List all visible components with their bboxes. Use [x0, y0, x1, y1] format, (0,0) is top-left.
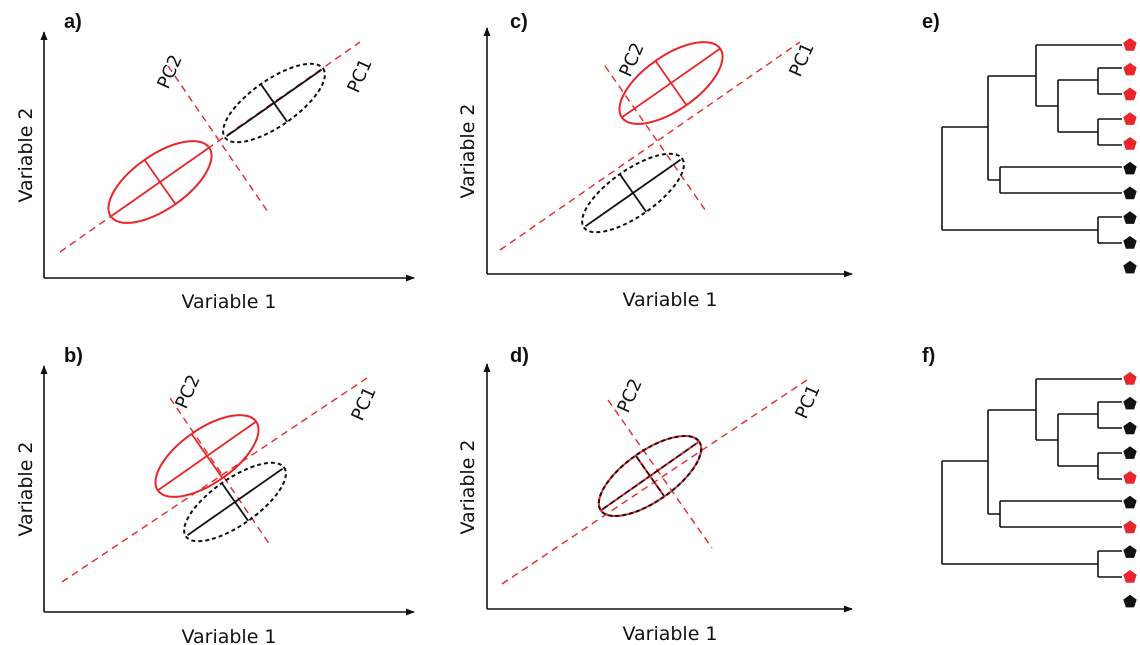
y-axis-label-d: Variable 2	[457, 439, 479, 534]
pc2-label-b: PC2	[171, 372, 204, 412]
ellipse-overlap-d	[597, 434, 703, 518]
pc1-line-b	[61, 375, 371, 583]
panel-a: a) Variable 1 Variable 2 PC2 PC1	[15, 11, 415, 313]
ellipse-red-a	[107, 140, 213, 224]
tip-marker	[1123, 38, 1137, 51]
tree-e-tips	[1123, 38, 1137, 274]
tip-marker	[1123, 186, 1137, 200]
pc1-line-d	[501, 377, 811, 585]
tip-marker	[1123, 446, 1137, 459]
tip-marker	[1123, 211, 1137, 224]
pc1-label-c: PC1	[785, 40, 818, 80]
tip-marker	[1123, 161, 1137, 175]
pc1-label-a: PC1	[343, 56, 376, 96]
pc2-line-a	[167, 65, 269, 213]
pc2-label-c: PC2	[615, 40, 648, 80]
tip-marker	[1123, 87, 1137, 101]
tip-marker	[1123, 137, 1137, 150]
pc2-label-d: PC2	[613, 376, 646, 416]
tip-marker	[1123, 372, 1137, 385]
tip-marker	[1123, 421, 1137, 435]
pc2-line-b	[169, 397, 271, 546]
ellipse-black-a	[222, 62, 326, 144]
pc2-line-d	[607, 399, 713, 549]
tree-f-branches	[941, 378, 1122, 578]
tip-marker	[1123, 62, 1137, 76]
panel-c: c) Variable 1 Variable 2 PC2 PC1	[457, 11, 853, 311]
tip-marker	[1123, 396, 1137, 410]
panel-label-a: a)	[64, 11, 82, 33]
tree-f: f)	[922, 345, 1137, 608]
y-axis-label-a: Variable 2	[15, 107, 37, 202]
y-axis-label-b: Variable 2	[15, 441, 37, 536]
panel-label-f: f)	[922, 345, 935, 367]
tip-marker	[1123, 570, 1137, 583]
x-axis-label-a: Variable 1	[181, 291, 276, 313]
tip-marker	[1123, 520, 1137, 534]
pc1-line-c	[499, 41, 801, 251]
tip-marker	[1123, 495, 1137, 509]
tree-f-tips	[1123, 372, 1137, 608]
panel-label-e: e)	[922, 11, 940, 33]
tip-marker	[1123, 236, 1137, 249]
x-axis-label-c: Variable 1	[622, 289, 717, 311]
panel-label-c: c)	[510, 11, 528, 33]
pc2-line-c	[604, 65, 709, 215]
tree-e-branches	[941, 44, 1122, 244]
tip-marker	[1123, 260, 1137, 274]
x-axis-label-b: Variable 1	[181, 626, 276, 645]
tip-marker	[1123, 471, 1137, 484]
x-axis-label-d: Variable 1	[622, 623, 717, 645]
ellipse-red-c	[618, 41, 724, 125]
ellipse-red-b	[154, 414, 260, 498]
y-axis-label-c: Variable 2	[457, 103, 479, 198]
tip-marker	[1123, 112, 1137, 125]
tree-e: e)	[922, 11, 1137, 274]
panel-d: d) Variable 1 Variable 2 PC2 PC1	[457, 345, 853, 645]
ellipse-black-b	[183, 461, 287, 543]
panel-b: b) Variable 1 Variable 2 PC2 PC1	[15, 345, 415, 645]
pc1-label-b: PC1	[347, 384, 380, 424]
tip-marker	[1123, 545, 1137, 558]
tip-marker	[1123, 594, 1137, 608]
panel-label-b: b)	[64, 345, 83, 367]
ellipse-black-c	[581, 152, 685, 234]
panel-label-d: d)	[510, 345, 529, 367]
